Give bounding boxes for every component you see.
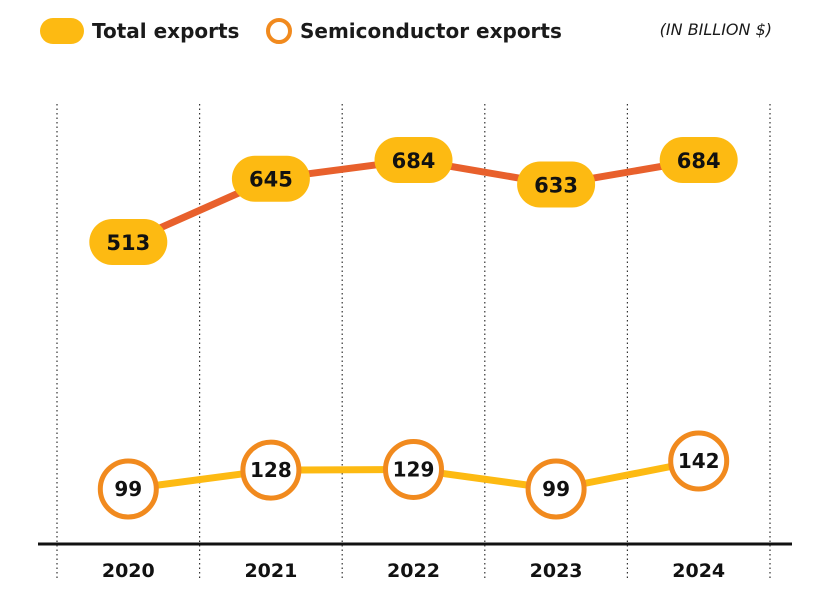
total-exports-data-label: 645	[249, 168, 293, 192]
semiconductor-exports-point	[97, 458, 159, 520]
x-tick-label: 2023	[530, 560, 583, 582]
semiconductor-exports-data-label: 128	[250, 458, 292, 482]
legend: Total exports Semiconductor exports (IN …	[40, 14, 782, 50]
total-exports-data-label: 684	[392, 149, 436, 173]
semiconductor-exports-point	[240, 439, 302, 501]
semiconductor-exports-point	[668, 430, 730, 492]
semiconductor-exports-data-label: 99	[542, 477, 570, 501]
semiconductor-exports-data-label: 142	[678, 449, 720, 473]
x-tick-label: 2021	[244, 560, 297, 582]
semiconductor-exports-point	[525, 458, 587, 520]
x-tick-label: 2022	[387, 560, 440, 582]
x-tick-label: 2024	[672, 560, 725, 582]
total-exports-data-label: 633	[534, 173, 578, 197]
semiconductor-exports-data-label: 129	[393, 457, 435, 481]
semiconductor-exports-data-label: 99	[114, 477, 142, 501]
total-exports-point	[517, 161, 596, 208]
legend-item-total-exports: Total exports	[40, 18, 239, 44]
total-exports-point	[89, 219, 168, 265]
semiconductor-exports-swatch	[266, 18, 292, 44]
total-exports-swatch	[40, 18, 84, 44]
legend-label-total: Total exports	[92, 19, 240, 43]
total-exports-data-label: 513	[106, 231, 150, 255]
x-tick-label: 2020	[102, 560, 155, 582]
total-exports-data-label: 684	[677, 149, 721, 173]
total-exports-point	[374, 137, 453, 183]
total-exports-point	[659, 137, 738, 183]
legend-label-semiconductor: Semiconductor exports	[300, 19, 562, 43]
legend-item-semiconductor-exports: Semiconductor exports	[266, 18, 562, 44]
semiconductor-exports-point	[383, 438, 444, 500]
total-exports-point	[231, 155, 310, 202]
unit-note: (IN BILLION $)	[659, 20, 772, 39]
